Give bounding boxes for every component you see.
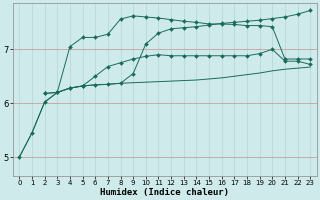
X-axis label: Humidex (Indice chaleur): Humidex (Indice chaleur): [100, 188, 229, 197]
